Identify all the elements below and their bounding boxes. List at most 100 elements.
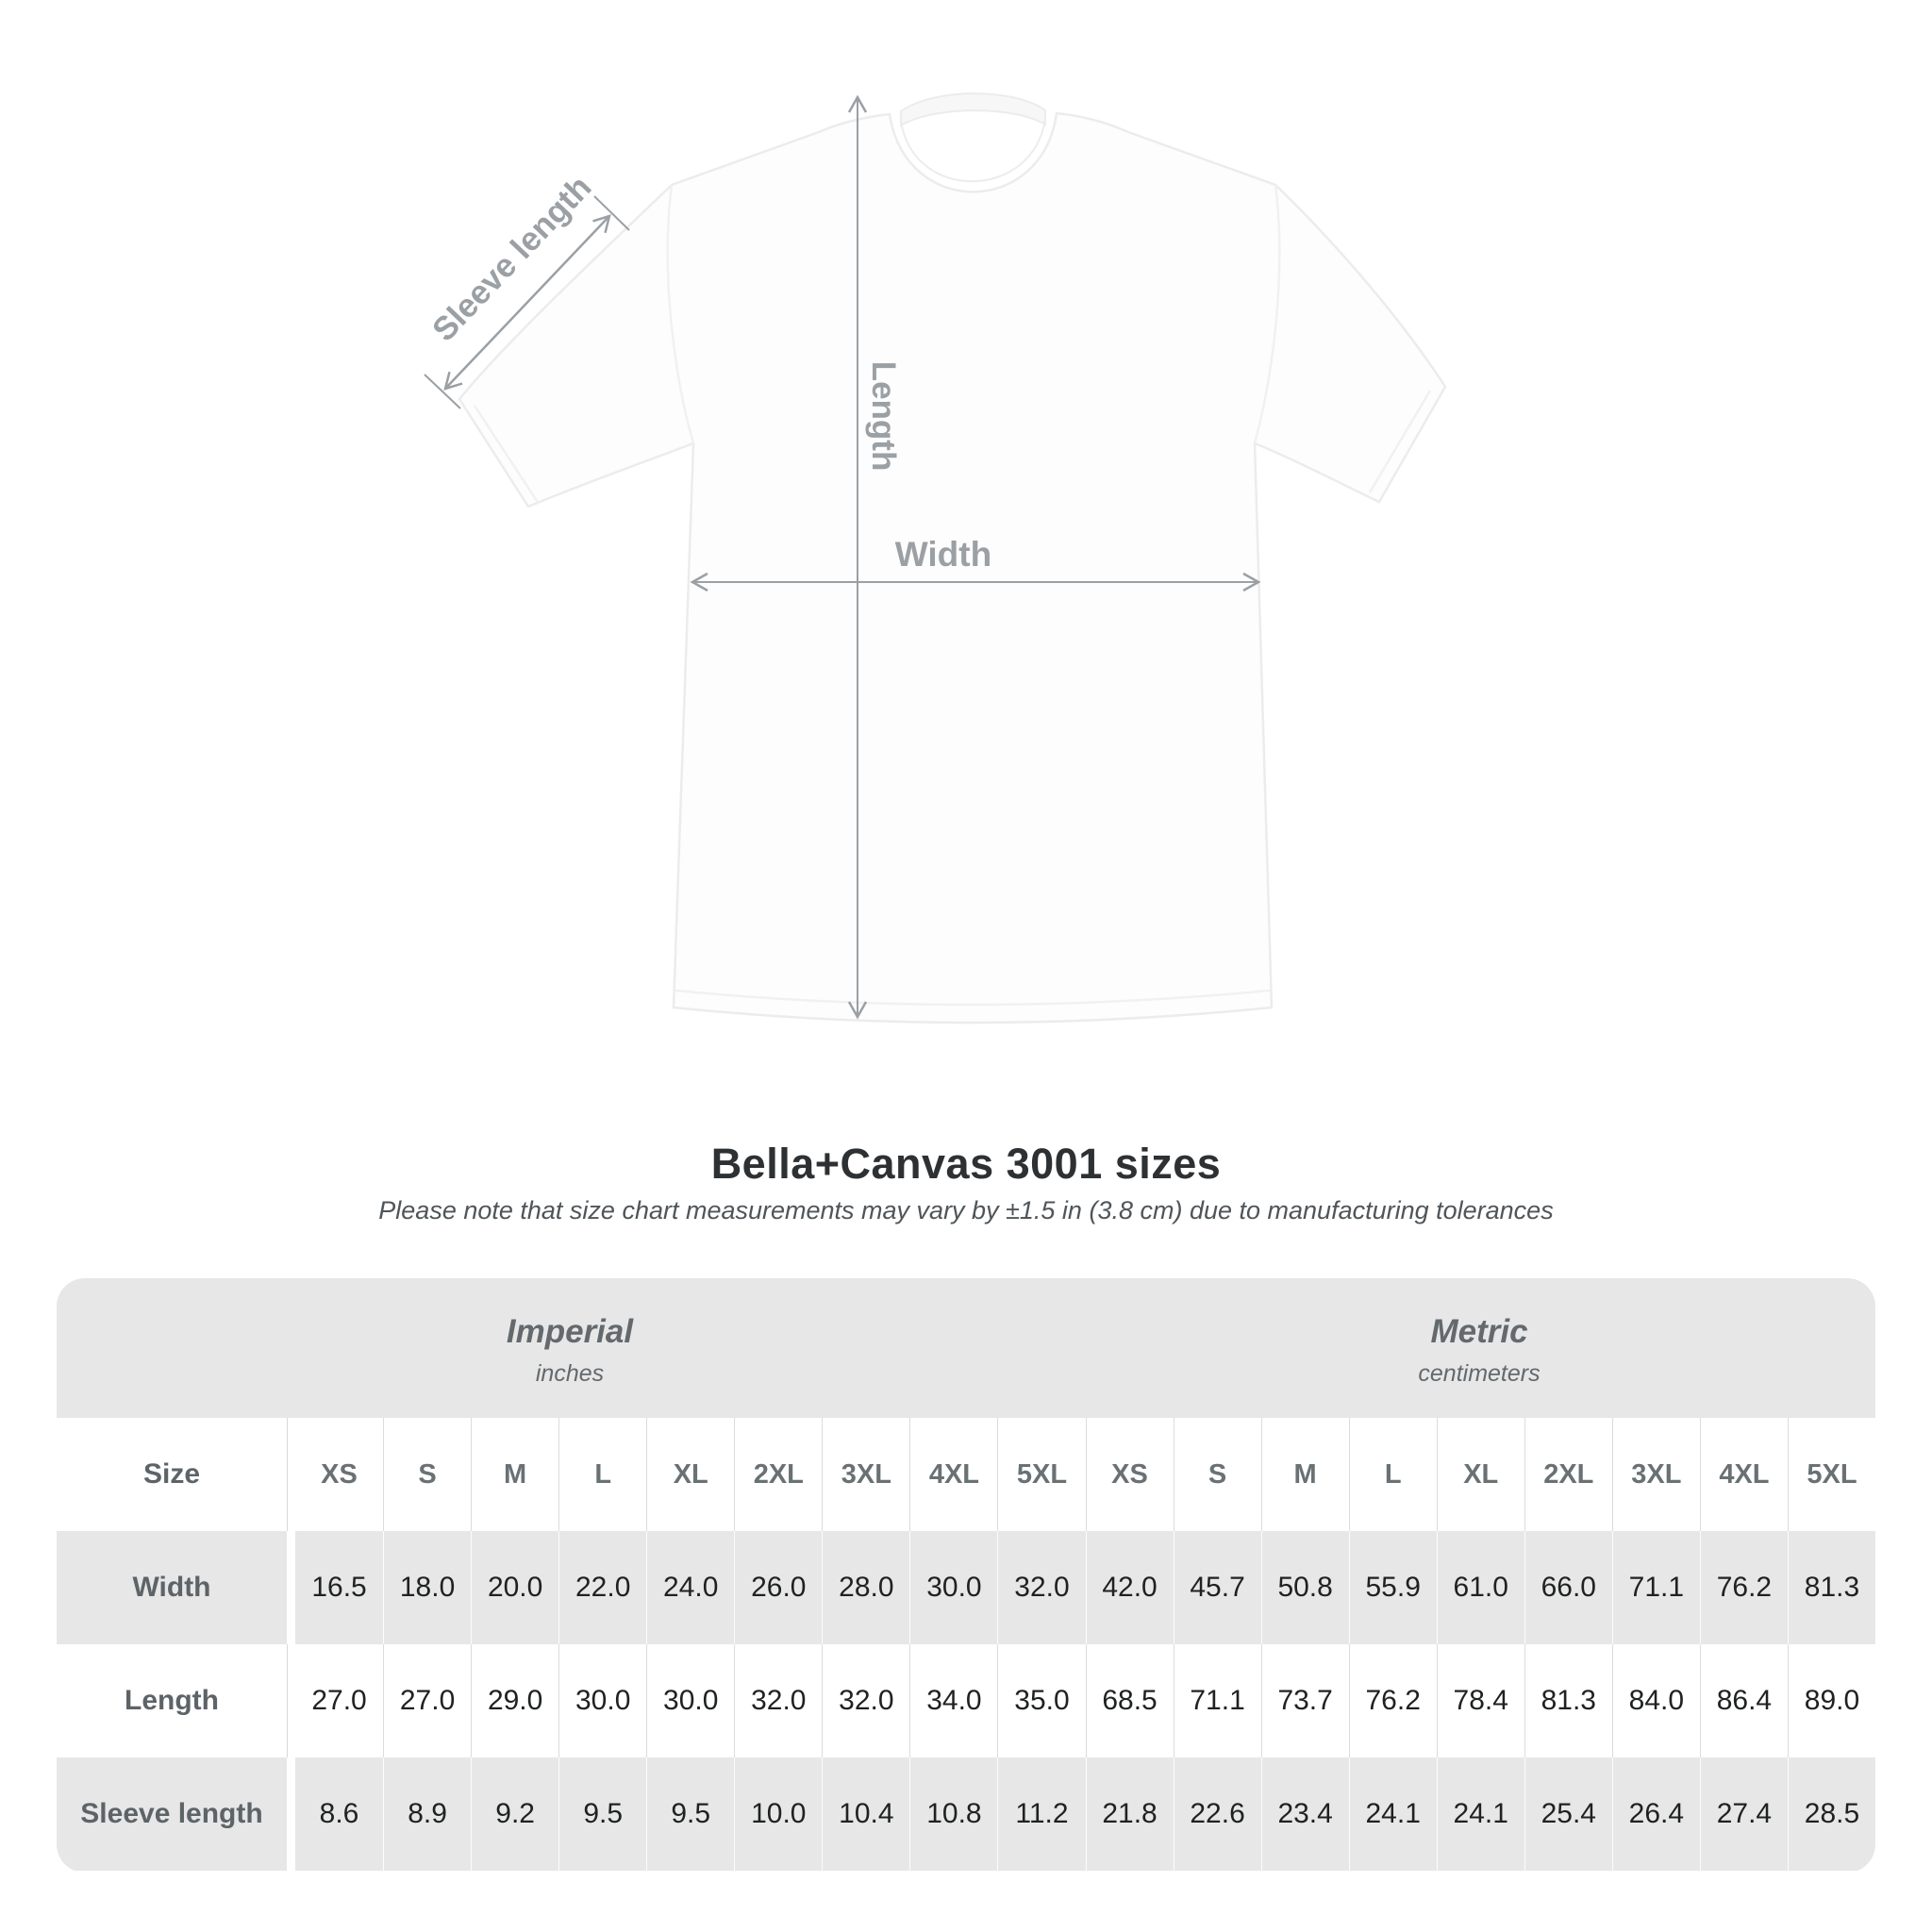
- table-rows: Size XS S M L XL 2XL 3XL 4XL 5XL XS S M L XL 2XL 3XL 4XL 5…: [57, 1418, 1875, 1871]
- measurement-row: Length 27.0 27.0 29.0 30.0 30.0 32.0 32.0 34.0 35…: [57, 1644, 1875, 1757]
- measurement-value: 32.0: [997, 1531, 1085, 1644]
- row-label: Width: [57, 1531, 288, 1644]
- measurement-value: 16.5: [311, 1572, 367, 1603]
- tshirt-silhouette: [458, 111, 1447, 1024]
- measurement-value: 81.3: [1524, 1644, 1612, 1757]
- measurement-value: 71.1: [1173, 1644, 1261, 1757]
- measurement-value: 18.0: [383, 1531, 471, 1644]
- measurement-value: 73.7: [1260, 1644, 1349, 1757]
- size-col-header: L: [558, 1418, 646, 1531]
- size-col-header: 4XL: [909, 1418, 997, 1531]
- tshirt-left-armhole-seam: [666, 184, 695, 444]
- measurement-value: 35.0: [997, 1644, 1085, 1757]
- measurement-value: 29.0: [471, 1644, 558, 1757]
- measurement-value: 50.8: [1260, 1531, 1349, 1644]
- measurement-value: 10.8: [909, 1757, 997, 1871]
- imperial-header: Imperial inches: [57, 1278, 1083, 1418]
- size-col-header: S: [1173, 1418, 1261, 1531]
- imperial-unit: inches: [535, 1359, 605, 1387]
- length-arrowhead-top: [847, 94, 868, 113]
- measurement-value: 24.1: [1348, 1757, 1437, 1871]
- measurement-value: 27.0: [311, 1685, 367, 1716]
- measurement-value: 45.7: [1173, 1531, 1261, 1644]
- label-column-gap: [288, 1418, 295, 1531]
- measurement-value: 27.0: [383, 1644, 471, 1757]
- sleeve-length-arrowhead-top: [592, 214, 611, 234]
- measurement-row: Width 16.5 18.0 20.0 22.0 24.0 26.0 28.0 30.0 32.…: [57, 1531, 1875, 1644]
- measurement-value: 20.0: [471, 1531, 558, 1644]
- label-column-gap: [288, 1644, 295, 1757]
- width-label: Width: [895, 535, 991, 574]
- measurement-value: 89.0: [1787, 1644, 1875, 1757]
- size-header-row: Size XS S M L XL 2XL 3XL 4XL 5XL XS S M L XL 2XL 3XL 4XL 5…: [57, 1418, 1875, 1531]
- size-col-header: 3XL: [1611, 1418, 1700, 1531]
- width-arrowhead-left: [690, 572, 708, 592]
- measurement-value: 9.5: [646, 1757, 734, 1871]
- measurement-value: 11.2: [997, 1757, 1085, 1871]
- measurement-value: 76.2: [1348, 1644, 1437, 1757]
- tshirt-diagram-svg: Sleeve length Length Width: [424, 92, 1447, 1024]
- length-label: Length: [865, 361, 902, 472]
- width-arrowhead-right: [1242, 572, 1261, 592]
- size-col-header: 5XL: [1787, 1418, 1875, 1531]
- metric-title: Metric: [1430, 1312, 1528, 1350]
- row-label: Length: [57, 1644, 288, 1757]
- label-column-gap: [288, 1757, 295, 1871]
- tshirt-measurement-diagram: Sleeve length Length Width: [330, 57, 1509, 1085]
- measurement-value: 9.5: [558, 1757, 646, 1871]
- measurement-value: 30.0: [558, 1644, 646, 1757]
- measurement-value: 27.4: [1699, 1757, 1788, 1871]
- measurement-value: 28.0: [822, 1531, 909, 1644]
- size-col-header: XL: [646, 1418, 734, 1531]
- size-col-header: M: [471, 1418, 558, 1531]
- size-row-header: Size: [57, 1418, 288, 1531]
- measurement-value: 26.0: [734, 1531, 822, 1644]
- measurement-value: 8.9: [383, 1757, 471, 1871]
- measurement-value: 61.0: [1436, 1531, 1524, 1644]
- measurement-value: 25.4: [1524, 1757, 1612, 1871]
- measurement-value: 23.4: [1260, 1757, 1349, 1871]
- measurement-value: 26.4: [1611, 1757, 1700, 1871]
- size-col-header: M: [1260, 1418, 1349, 1531]
- size-col-header: 4XL: [1699, 1418, 1788, 1531]
- measurement-value: 34.0: [909, 1644, 997, 1757]
- measurement-value: 24.0: [646, 1531, 734, 1644]
- size-col-header: 2XL: [1524, 1418, 1612, 1531]
- tshirt-right-armhole-seam: [1253, 184, 1281, 444]
- measurement-value: 55.9: [1348, 1531, 1437, 1644]
- sleeve-length-tick-bottom: [424, 374, 461, 409]
- imperial-title: Imperial: [506, 1312, 634, 1350]
- size-col-header: 5XL: [997, 1418, 1085, 1531]
- sleeve-length-tick-top: [593, 195, 630, 231]
- measurement-value: 24.1: [1436, 1757, 1524, 1871]
- metric-unit: centimeters: [1418, 1359, 1541, 1387]
- tshirt-bottom-hem: [675, 989, 1271, 1007]
- measurement-value: 32.0: [734, 1644, 822, 1757]
- measurement-value: 8.6: [319, 1798, 359, 1829]
- size-col-header: 2XL: [734, 1418, 822, 1531]
- unit-header-band: Imperial inches Metric centimeters: [57, 1278, 1875, 1418]
- size-col-header: 3XL: [822, 1418, 909, 1531]
- measurement-value: 84.0: [1611, 1644, 1700, 1757]
- measurement-value: 10.0: [734, 1757, 822, 1871]
- measurement-value: 32.0: [822, 1644, 909, 1757]
- tshirt-left-sleeve-hem: [473, 405, 541, 505]
- sleeve-length-arrow: [444, 215, 610, 390]
- measurement-value: 28.5: [1787, 1757, 1875, 1871]
- size-col-header: L: [1348, 1418, 1437, 1531]
- tshirt-back-collar: [900, 92, 1046, 127]
- measurement-value: 71.1: [1611, 1531, 1700, 1644]
- measurement-value: 10.4: [822, 1757, 909, 1871]
- page-title: Bella+Canvas 3001 sizes: [710, 1140, 1222, 1188]
- measurement-value: 81.3: [1787, 1531, 1875, 1644]
- row-label: Sleeve length: [57, 1757, 288, 1871]
- measurement-row: Sleeve length 8.6 8.9 9.2 9.5 9.5 10.0 10.4 10.8…: [57, 1757, 1875, 1871]
- measurement-value: 21.8: [1085, 1757, 1174, 1871]
- measurement-value: 30.0: [909, 1531, 997, 1644]
- metric-header: Metric centimeters: [1083, 1278, 1875, 1418]
- measurement-value: 22.6: [1173, 1757, 1261, 1871]
- measurement-value: 68.5: [1085, 1644, 1174, 1757]
- sleeve-length-arrowhead-bottom: [443, 371, 463, 391]
- measurement-value: 42.0: [1085, 1531, 1174, 1644]
